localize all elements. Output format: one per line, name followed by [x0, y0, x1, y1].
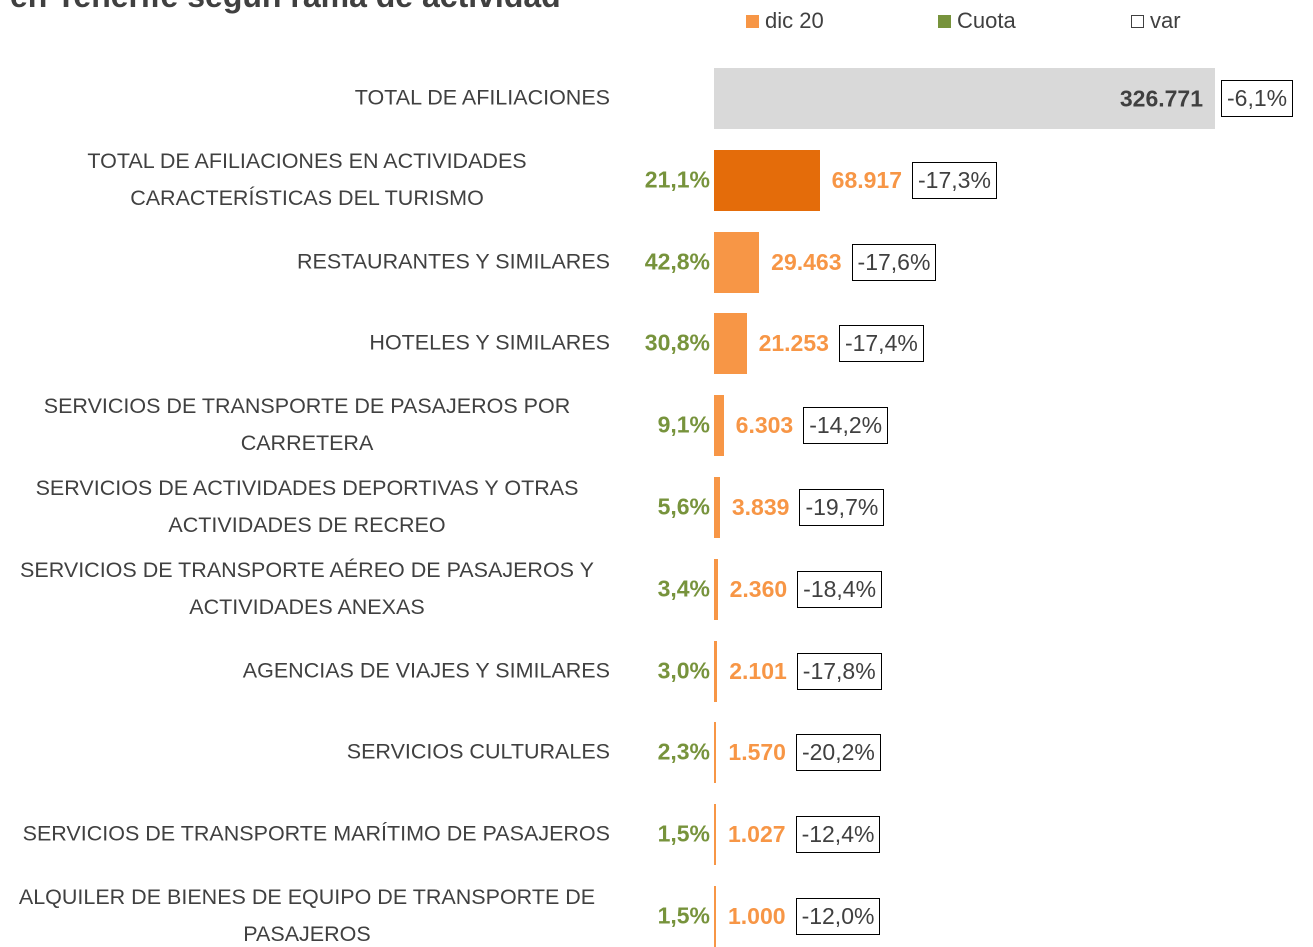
share-label: 30,8%: [644, 329, 710, 356]
chart-title: en Tenerife según rama de actividad: [10, 0, 561, 15]
bar-row: 2.101 -17,8%: [714, 640, 882, 702]
category-label: AGENCIAS DE VIAJES Y SIMILARES: [242, 658, 610, 683]
category-label: TOTAL DE AFILIACIONES EN ACTIVIDADES CAR…: [87, 148, 527, 210]
value-label: 68.917: [831, 166, 903, 193]
value-label: 1.570: [728, 739, 786, 766]
bar: [714, 558, 718, 620]
bar: [714, 149, 820, 211]
share-label: 2,3%: [657, 738, 710, 765]
variation-label: -14,2%: [803, 407, 889, 445]
value-label: 3.839: [731, 494, 790, 520]
legend-item: var: [1131, 8, 1181, 34]
value-label: 29.463: [771, 248, 842, 275]
bar-row: 6.303 -14,2%: [714, 395, 889, 457]
bar: [714, 804, 716, 866]
legend-swatch: [938, 14, 951, 28]
variation-label: -20,2%: [795, 734, 881, 772]
bar-row: 1.027 -12,4%: [714, 804, 881, 866]
variation-label: -17,4%: [838, 325, 924, 363]
bar: [714, 231, 760, 293]
bar-row: 68.917 -17,3%: [714, 149, 997, 211]
bar-row: 21.253 -17,4%: [714, 313, 924, 375]
share-label: 3,4%: [657, 575, 710, 602]
variation-label: -19,7%: [799, 489, 885, 526]
variation-label: -17,3%: [912, 161, 997, 199]
value-label: 2.101: [729, 657, 787, 684]
bar: [714, 395, 724, 457]
variation-label: -12,4%: [795, 816, 881, 854]
bar: [714, 886, 716, 947]
category-label: RESTAURANTES Y SIMILARES: [296, 249, 610, 274]
bar: [714, 640, 718, 702]
legend-swatch: [746, 14, 759, 28]
share-label: 5,6%: [657, 493, 710, 520]
category-label: SERVICIOS DE ACTIVIDADES DEPORTIVAS Y OT…: [35, 476, 579, 537]
share-label: 1,5%: [657, 902, 710, 929]
bar-row: 3.839 -19,7%: [714, 477, 885, 538]
variation-label: -18,4%: [797, 570, 883, 608]
category-label: SERVICIOS CULTURALES: [346, 739, 610, 764]
value-label: 2.360: [729, 575, 788, 602]
legend-label: var: [1150, 8, 1181, 33]
bar: 326.771: [714, 68, 1215, 129]
value-label: 6.303: [735, 412, 794, 439]
share-label: 3,0%: [657, 657, 710, 684]
bar: [714, 313, 747, 375]
variation-label: -6,1%: [1221, 80, 1294, 117]
share-label: 1,5%: [657, 820, 710, 847]
variation-label: -17,8%: [796, 652, 882, 690]
value-label: 21.253: [758, 330, 829, 357]
value-label: 1.000: [728, 903, 786, 929]
bar: [714, 722, 717, 784]
share-label: 21,1%: [644, 166, 710, 193]
share-label: 9,1%: [657, 411, 710, 438]
category-label: HOTELES Y SIMILARES: [369, 330, 610, 355]
value-label: 326.771: [1119, 85, 1203, 111]
bar-row: 2.360 -18,4%: [714, 558, 883, 620]
legend-label: Cuota: [957, 8, 1016, 33]
variation-label: -17,6%: [851, 243, 937, 281]
legend-label: dic 20: [765, 8, 824, 33]
legend-swatch: [1131, 14, 1144, 28]
bar-row: 326.771 -6,1%: [714, 68, 1294, 129]
variation-label: -12,0%: [795, 898, 881, 935]
bar-row: 29.463 -17,6%: [714, 231, 937, 293]
category-label: SERVICIOS DE TRANSPORTE MARÍTIMO DE PASA…: [22, 821, 610, 846]
bar-row: 1.000 -12,0%: [714, 886, 881, 947]
bar: [714, 477, 720, 538]
legend-item: Cuota: [938, 8, 1016, 34]
category-label: SERVICIOS DE TRANSPORTE DE PASAJEROS POR…: [43, 394, 571, 456]
category-label: TOTAL DE AFILIACIONES: [354, 85, 610, 110]
category-label: ALQUILER DE BIENES DE EQUIPO DE TRANSPOR…: [18, 885, 596, 946]
category-label: SERVICIOS DE TRANSPORTE AÉREO DE PASAJER…: [20, 557, 594, 619]
share-label: 42,8%: [644, 248, 710, 275]
bar-row: 1.570 -20,2%: [714, 722, 881, 784]
value-label: 1.027: [728, 821, 786, 848]
legend-item: dic 20: [746, 8, 824, 34]
